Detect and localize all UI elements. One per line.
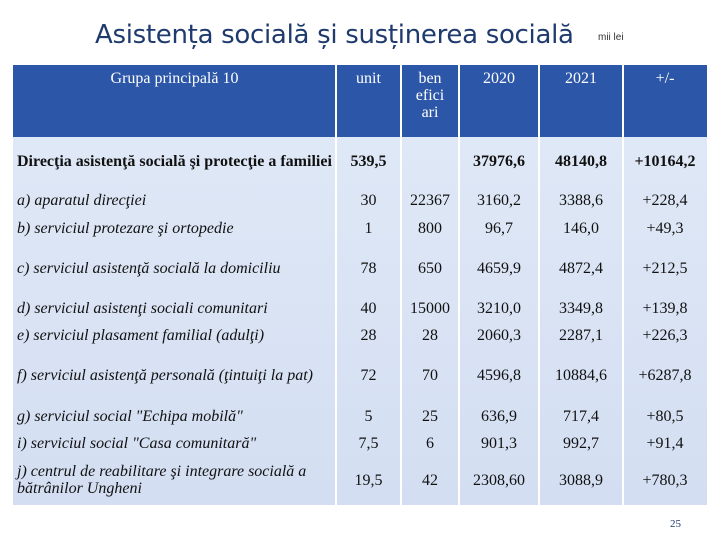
row-2021: 992,7 [563, 434, 599, 452]
row-2020: 4659,9 [477, 259, 521, 277]
row-2020: 37976,6 [473, 152, 525, 170]
header-diff: +/- [655, 70, 675, 87]
header-unit: unit [356, 70, 381, 87]
table-body: Direcţia asistenţă socială şi protecţie … [13, 137, 707, 505]
header-2021: 2021 [565, 70, 597, 87]
row-2021: 4872,4 [559, 259, 603, 277]
row-unit: 72 [360, 366, 377, 384]
header-beneficiari: ben efici ari [415, 70, 445, 121]
row-2020: 636,9 [481, 407, 517, 425]
column-divider [400, 65, 402, 505]
row-unit: 19,5 [354, 471, 383, 489]
budget-table: Grupa principală 10 unit ben efici ari 2… [13, 65, 707, 505]
row-diff: +10164,2 [634, 152, 696, 170]
row-unit: 7,5 [358, 434, 379, 452]
row-label: b) serviciul protezare şi ortopedie [17, 219, 234, 237]
column-divider [622, 65, 624, 505]
row-label: d) serviciul asistenţi sociali comunitar… [17, 299, 268, 317]
row-beneficiari: 70 [422, 366, 438, 384]
column-divider [335, 65, 337, 505]
row-diff: +80,5 [646, 407, 684, 425]
row-unit: 5 [364, 407, 373, 425]
row-2021: 3088,9 [559, 471, 603, 489]
row-2021: 48140,8 [555, 152, 607, 170]
row-label: f) serviciul asistenţă personală (ţintui… [17, 366, 313, 384]
row-unit: 30 [360, 191, 377, 209]
row-beneficiari: 15000 [410, 299, 450, 317]
row-2021: 3388,6 [559, 191, 603, 209]
column-divider [538, 65, 540, 505]
row-unit: 1 [364, 219, 373, 237]
row-label: i) serviciul social "Casa comunitară" [17, 434, 257, 452]
header-group: Grupa principală 10 [110, 70, 239, 87]
row-beneficiari [401, 137, 459, 187]
page-title: Asistența socială și susținerea socială [95, 20, 574, 50]
row-2020: 901,3 [481, 434, 517, 452]
header-2020: 2020 [483, 70, 515, 87]
row-unit: 28 [360, 326, 377, 344]
row-beneficiari: 6 [426, 434, 434, 452]
row-diff: +212,5 [642, 259, 688, 277]
row-label: e) serviciul plasament familial (adulţi) [17, 326, 265, 344]
row-label: Direcţia asistenţă socială şi protecţie … [17, 152, 332, 170]
row-beneficiari: 42 [422, 471, 438, 489]
unit-note: mii lei [598, 32, 624, 43]
page-number: 25 [670, 518, 681, 530]
row-label: g) serviciul social "Echipa mobilă" [17, 407, 243, 425]
row-diff: +49,3 [646, 219, 684, 237]
row-diff: +139,8 [642, 299, 688, 317]
row-unit: 40 [360, 299, 377, 317]
row-2020: 3210,0 [477, 299, 521, 317]
row-diff: +226,3 [642, 326, 688, 344]
row-2020: 4596,8 [477, 366, 521, 384]
row-2021: 2287,1 [559, 326, 603, 344]
row-diff: +91,4 [646, 434, 684, 452]
row-label: a) aparatul direcţiei [17, 191, 147, 209]
row-diff: +228,4 [642, 191, 688, 209]
row-diff: +6287,8 [638, 366, 692, 384]
column-divider [458, 65, 460, 505]
row-2020: 3160,2 [477, 191, 521, 209]
table-header: Grupa principală 10 unit ben efici ari 2… [13, 65, 707, 137]
row-2021: 10884,6 [555, 366, 607, 384]
row-beneficiari: 22367 [410, 191, 450, 209]
row-2021: 717,4 [563, 407, 599, 425]
row-beneficiari: 25 [422, 407, 438, 425]
row-2020: 2308,60 [473, 471, 525, 489]
row-beneficiari: 28 [422, 326, 438, 344]
row-unit: 539,5 [350, 152, 387, 170]
row-beneficiari: 800 [418, 219, 442, 237]
row-2021: 146,0 [563, 219, 599, 237]
row-2020: 96,7 [485, 219, 513, 237]
row-2021: 3349,8 [559, 299, 603, 317]
row-beneficiari: 650 [418, 259, 442, 277]
row-label: c) serviciul asistenţă socială la domici… [17, 259, 281, 277]
row-diff: +780,3 [642, 471, 688, 489]
row-label: j) centrul de reabilitare şi integrare s… [17, 463, 307, 497]
row-unit: 78 [360, 259, 377, 277]
row-2020: 2060,3 [477, 326, 521, 344]
